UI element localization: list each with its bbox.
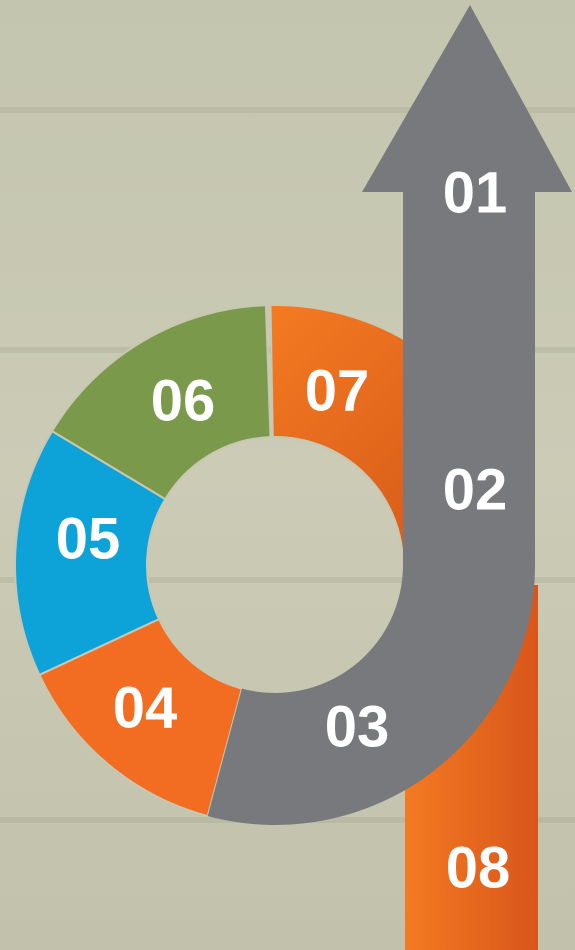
step-label: 08 [446, 835, 511, 900]
page: 01 02 03 04 05 06 07 08 (() => { const d… [0, 0, 575, 950]
step-label: 01 [443, 160, 508, 225]
step-label: 05 [56, 506, 121, 571]
step-label: 02 [443, 457, 508, 522]
infographic: 01 02 03 04 05 06 07 08 [0, 0, 575, 950]
step-label: 03 [325, 694, 390, 759]
step-label: 06 [151, 368, 216, 433]
step-label: 07 [305, 358, 370, 423]
step-label: 04 [113, 675, 178, 740]
